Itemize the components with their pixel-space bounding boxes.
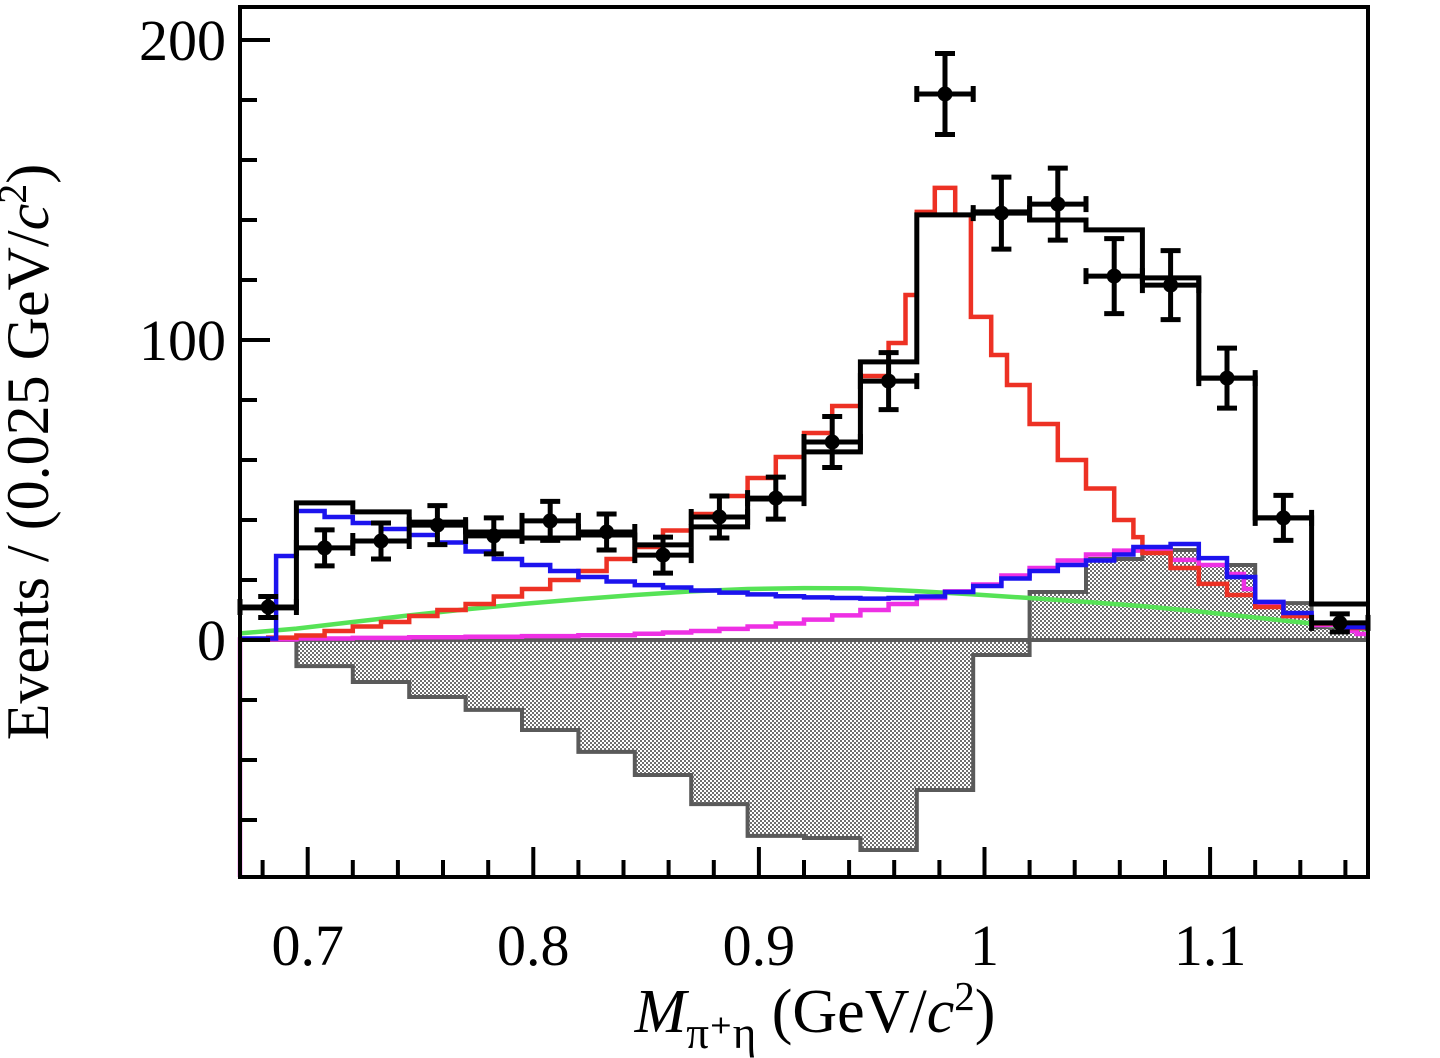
data-point (575, 511, 638, 553)
data-point (745, 474, 807, 522)
data-point (1027, 165, 1089, 243)
y-axis-title: Events / (0.025 GeV/c2​) (0, 164, 61, 741)
data-point (463, 515, 525, 557)
axis-ticks (240, 38, 1348, 877)
x-tick-label: 1 (970, 913, 999, 978)
data-point (632, 534, 694, 576)
data-point (1139, 248, 1202, 323)
data-point (1309, 611, 1371, 635)
x-axis-title: Mπ⁺η​ (GeV/c2​) (634, 973, 996, 1058)
data-point (237, 594, 299, 620)
data-point (1196, 345, 1258, 411)
x-tick-label: 0.9 (723, 913, 796, 978)
data-point (293, 527, 356, 569)
data-points-series (237, 51, 1371, 635)
y-tick-label: 100 (139, 308, 226, 373)
data-point (350, 520, 412, 562)
red-signal-histogram (240, 185, 1368, 642)
data-point (406, 503, 469, 548)
x-tick-label: 0.8 (497, 913, 570, 978)
x-tick-label: 1.1 (1174, 913, 1247, 978)
data-point (1083, 236, 1145, 317)
y-tick-label: 0 (197, 608, 226, 673)
tick-labels: 0.7 0.8 0.9 1 1.1 0 100 200 (139, 8, 1246, 978)
data-point (688, 493, 751, 541)
data-point (519, 498, 581, 543)
data-point (970, 174, 1033, 252)
green-background-curve (239, 585, 1369, 636)
data-point (1252, 492, 1315, 543)
y-tick-label: 200 (139, 8, 226, 73)
data-point (857, 350, 920, 413)
data-point (914, 51, 976, 137)
data-point (801, 414, 863, 470)
x-tick-label: 0.7 (271, 913, 344, 978)
